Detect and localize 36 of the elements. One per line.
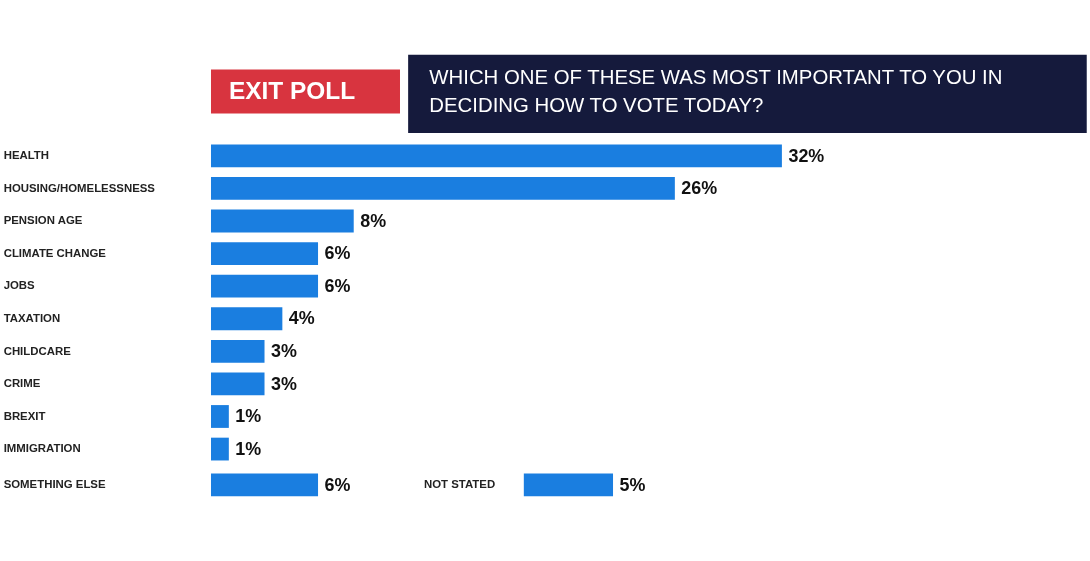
chart-title: WHICH ONE OF THESE WAS MOST IMPORTANT TO YOU IN DECIDING HOW TO VOTE TODAY? (429, 66, 1003, 116)
bar (210, 339, 265, 363)
data-label: 4% (288, 308, 315, 329)
data-label: 1% (235, 406, 262, 427)
data-label: 32% (788, 145, 825, 166)
bar (210, 144, 782, 168)
data-label: 8% (360, 210, 387, 231)
text: EXIT POLL (228, 76, 356, 104)
bar (210, 176, 675, 200)
y-tick-label: PENSION AGE (3, 214, 83, 227)
data-label: 6% (324, 474, 351, 495)
y-tick-label: CLIMATE CHANGE (3, 246, 107, 259)
y-tick-label: JOBS (3, 279, 36, 292)
bar (210, 372, 265, 396)
data-label: 1% (235, 438, 262, 459)
bar (210, 307, 283, 331)
y-tick-label: CRIME (3, 377, 41, 390)
data-label: 26% (681, 178, 718, 199)
bar (210, 405, 229, 428)
data-label: 6% (324, 243, 351, 264)
bar (210, 437, 229, 461)
y-tick-label: HOUSING/HOMELESSNESS (3, 181, 156, 194)
data-label: 3% (271, 373, 297, 394)
data-label: 3% (271, 341, 297, 362)
bar (210, 209, 354, 233)
data-label: 6% (324, 275, 351, 296)
bar (210, 274, 319, 298)
y-tick-label: SOMETHING ELSE (3, 478, 106, 491)
y-tick-label: HEALTH (3, 149, 50, 162)
y-tick-label: CHILDCARE (3, 344, 72, 357)
bar (210, 242, 319, 265)
y-tick-label: TAXATION (3, 311, 61, 324)
data-label: 5% (619, 474, 646, 495)
y-tick-label: NOT STATED (424, 478, 496, 491)
y-tick-label: BREXIT (3, 409, 46, 422)
y-tick-label: IMMIGRATION (3, 442, 81, 455)
